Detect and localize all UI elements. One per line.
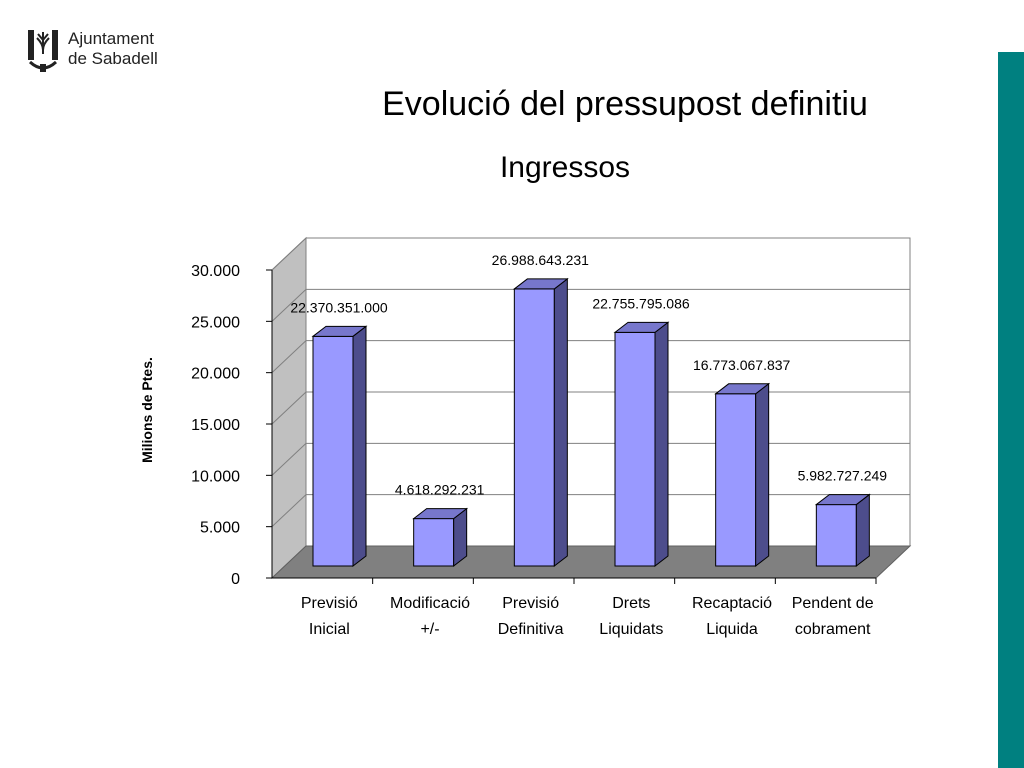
x-tick-label: Pendent de xyxy=(792,595,874,612)
bar-top xyxy=(512,278,569,290)
x-tick-label: Previsió xyxy=(502,595,559,612)
data-label: 22.370.351.000 xyxy=(290,299,388,315)
bar xyxy=(513,288,555,567)
x-tick-label: Liquida xyxy=(706,621,758,638)
data-label: 26.988.643.231 xyxy=(492,252,590,268)
bar-top xyxy=(814,494,871,506)
bar-side xyxy=(553,277,568,568)
gridline-side xyxy=(271,442,307,476)
data-label: 4.618.292.231 xyxy=(395,482,485,498)
chart-floor xyxy=(270,545,912,579)
bar xyxy=(815,504,857,567)
gridline-side xyxy=(271,288,307,322)
y-tick-label: 15.000 xyxy=(191,417,240,434)
gridline-side xyxy=(271,237,307,271)
data-label: 16.773.067.837 xyxy=(693,357,791,373)
x-tick-label: Definitiva xyxy=(498,621,564,638)
x-tick-label: Drets xyxy=(612,595,650,612)
y-tick-label: 30.000 xyxy=(191,263,240,280)
bar-top xyxy=(311,325,368,337)
x-tick-label: Previsió xyxy=(301,595,358,612)
bar-top xyxy=(714,383,771,395)
x-tick-label: Liquidats xyxy=(599,621,663,638)
x-tick-label: Recaptació xyxy=(692,595,772,612)
ajuntament-logo: Ajuntament de Sabadell xyxy=(26,24,186,76)
y-tick-label: 5.000 xyxy=(200,520,240,537)
bar xyxy=(614,331,656,567)
bar-top xyxy=(613,321,670,333)
x-tick-label: Inicial xyxy=(309,621,350,638)
gridline-side xyxy=(271,494,307,528)
bar-side xyxy=(755,382,770,568)
x-tick-label: Modificació xyxy=(390,595,470,612)
sabadell-emblem-icon xyxy=(28,30,58,72)
x-tick-label: cobrament xyxy=(795,621,871,638)
y-tick-label: 25.000 xyxy=(191,314,240,331)
gridline-side xyxy=(271,340,307,374)
logo-text: Ajuntament de Sabadell xyxy=(68,29,158,69)
bar xyxy=(413,518,455,567)
logo-line-2: de Sabadell xyxy=(68,49,158,68)
gridline-side xyxy=(271,391,307,425)
y-tick-label: 0 xyxy=(231,571,240,588)
data-label: 5.982.727.249 xyxy=(798,468,888,484)
chart-subtitle: Ingressos xyxy=(499,151,631,184)
bar-side xyxy=(352,325,367,568)
y-axis-label: Milions de Ptes. xyxy=(139,357,155,463)
y-tick-label: 10.000 xyxy=(191,468,240,485)
bar xyxy=(312,335,354,567)
bar-side xyxy=(654,321,669,568)
chart-title: Evolució del pressupost definitiu xyxy=(382,85,868,123)
logo-line-1: Ajuntament xyxy=(68,29,154,48)
data-label: 22.755.795.086 xyxy=(592,295,690,311)
bar-side xyxy=(855,493,870,568)
y-tick-label: 20.000 xyxy=(191,366,240,383)
accent-side-bar xyxy=(998,52,1024,768)
bar-top xyxy=(412,508,469,520)
x-tick-label: +/- xyxy=(420,621,439,638)
bar xyxy=(715,393,757,567)
